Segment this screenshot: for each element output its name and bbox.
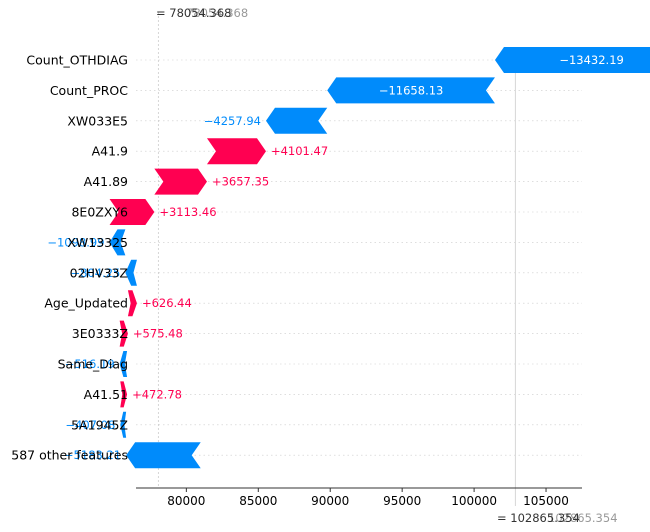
feature-label: A41.89	[84, 174, 128, 189]
bar-value-label: +3113.46	[159, 205, 216, 219]
feature-label: 02HV33Z	[70, 265, 128, 280]
feature-label: 587 other features	[11, 448, 128, 463]
feature-label: 5A1945Z	[71, 417, 128, 432]
feature-label: 8E0ZXY6	[71, 205, 128, 220]
bar-value-label: −4257.94	[204, 114, 261, 128]
base-value-labels: 78054.368 = 78054.368	[156, 6, 248, 20]
bar-value-label: +575.48	[133, 327, 183, 341]
bar-3	[265, 107, 328, 134]
feature-label: Same_Diag	[58, 357, 128, 372]
base-value-label-overlap: 78054.368	[186, 6, 248, 20]
bars: −13432.19 −11658.13 −4257.94 +4101.47 +3657.…	[47, 47, 650, 469]
bar-value-label: −516.19	[65, 357, 115, 371]
bar-value-label: −804.25	[70, 266, 120, 280]
x-tick-label: 90000	[311, 494, 349, 508]
x-tick-label: 105000	[523, 494, 569, 508]
feature-label: Count_OTHDIAG	[26, 53, 128, 68]
feature-label: A41.9	[92, 144, 128, 159]
final-value-label: = 102865.354	[497, 511, 580, 525]
bar-11	[119, 351, 128, 377]
feature-label: Age_Updated	[44, 296, 128, 311]
bar-value-label: −407.08	[65, 418, 115, 432]
bar-4	[206, 138, 266, 165]
bar-13	[120, 411, 127, 438]
bar-value-label: +472.78	[132, 387, 182, 401]
bar-value-label: +3657.35	[212, 175, 269, 189]
reference-lines	[157, 12, 516, 506]
bar-2	[327, 77, 495, 104]
feature-label: 3E0333Z	[72, 326, 128, 341]
final-value-labels: 102865.354 = 102865.354	[497, 511, 618, 525]
x-tick-label: 95000	[383, 494, 421, 508]
bar-14	[126, 442, 201, 469]
bar-9	[127, 290, 137, 317]
bar-value-label: −1098.99	[47, 235, 104, 249]
bar-12	[120, 381, 128, 408]
bar-7	[109, 229, 126, 256]
bar-8	[125, 259, 137, 286]
bar-value-label: +626.44	[142, 296, 192, 310]
feature-label: Count_PROC	[50, 83, 128, 98]
x-tick-label: 100000	[451, 494, 497, 508]
final-value-label-overlap: 102865.354	[548, 511, 618, 525]
bar-1	[494, 47, 650, 73]
feature-label: XW13325	[67, 235, 128, 250]
x-axis: 80000 85000 90000 95000 100000 105000	[136, 487, 582, 508]
bar-6	[109, 199, 155, 225]
x-tick-label: 80000	[167, 494, 205, 508]
feature-labels: Count_OTHDIAG Count_PROC XW033E5 A41.9 A41.8…	[11, 53, 128, 463]
bar-value-label: −13432.19	[559, 53, 624, 67]
feature-label: XW033E5	[67, 113, 128, 128]
feature-label: A41.51	[84, 387, 128, 402]
x-tick-label: 85000	[239, 494, 277, 508]
bar-value-label: +4101.47	[271, 144, 328, 158]
bar-value-label: −5183.21	[64, 448, 121, 462]
base-value-label: = 78054.368	[156, 6, 231, 20]
bar-10	[119, 320, 128, 347]
bar-5	[154, 168, 207, 195]
bar-value-label: −11658.13	[379, 83, 444, 97]
